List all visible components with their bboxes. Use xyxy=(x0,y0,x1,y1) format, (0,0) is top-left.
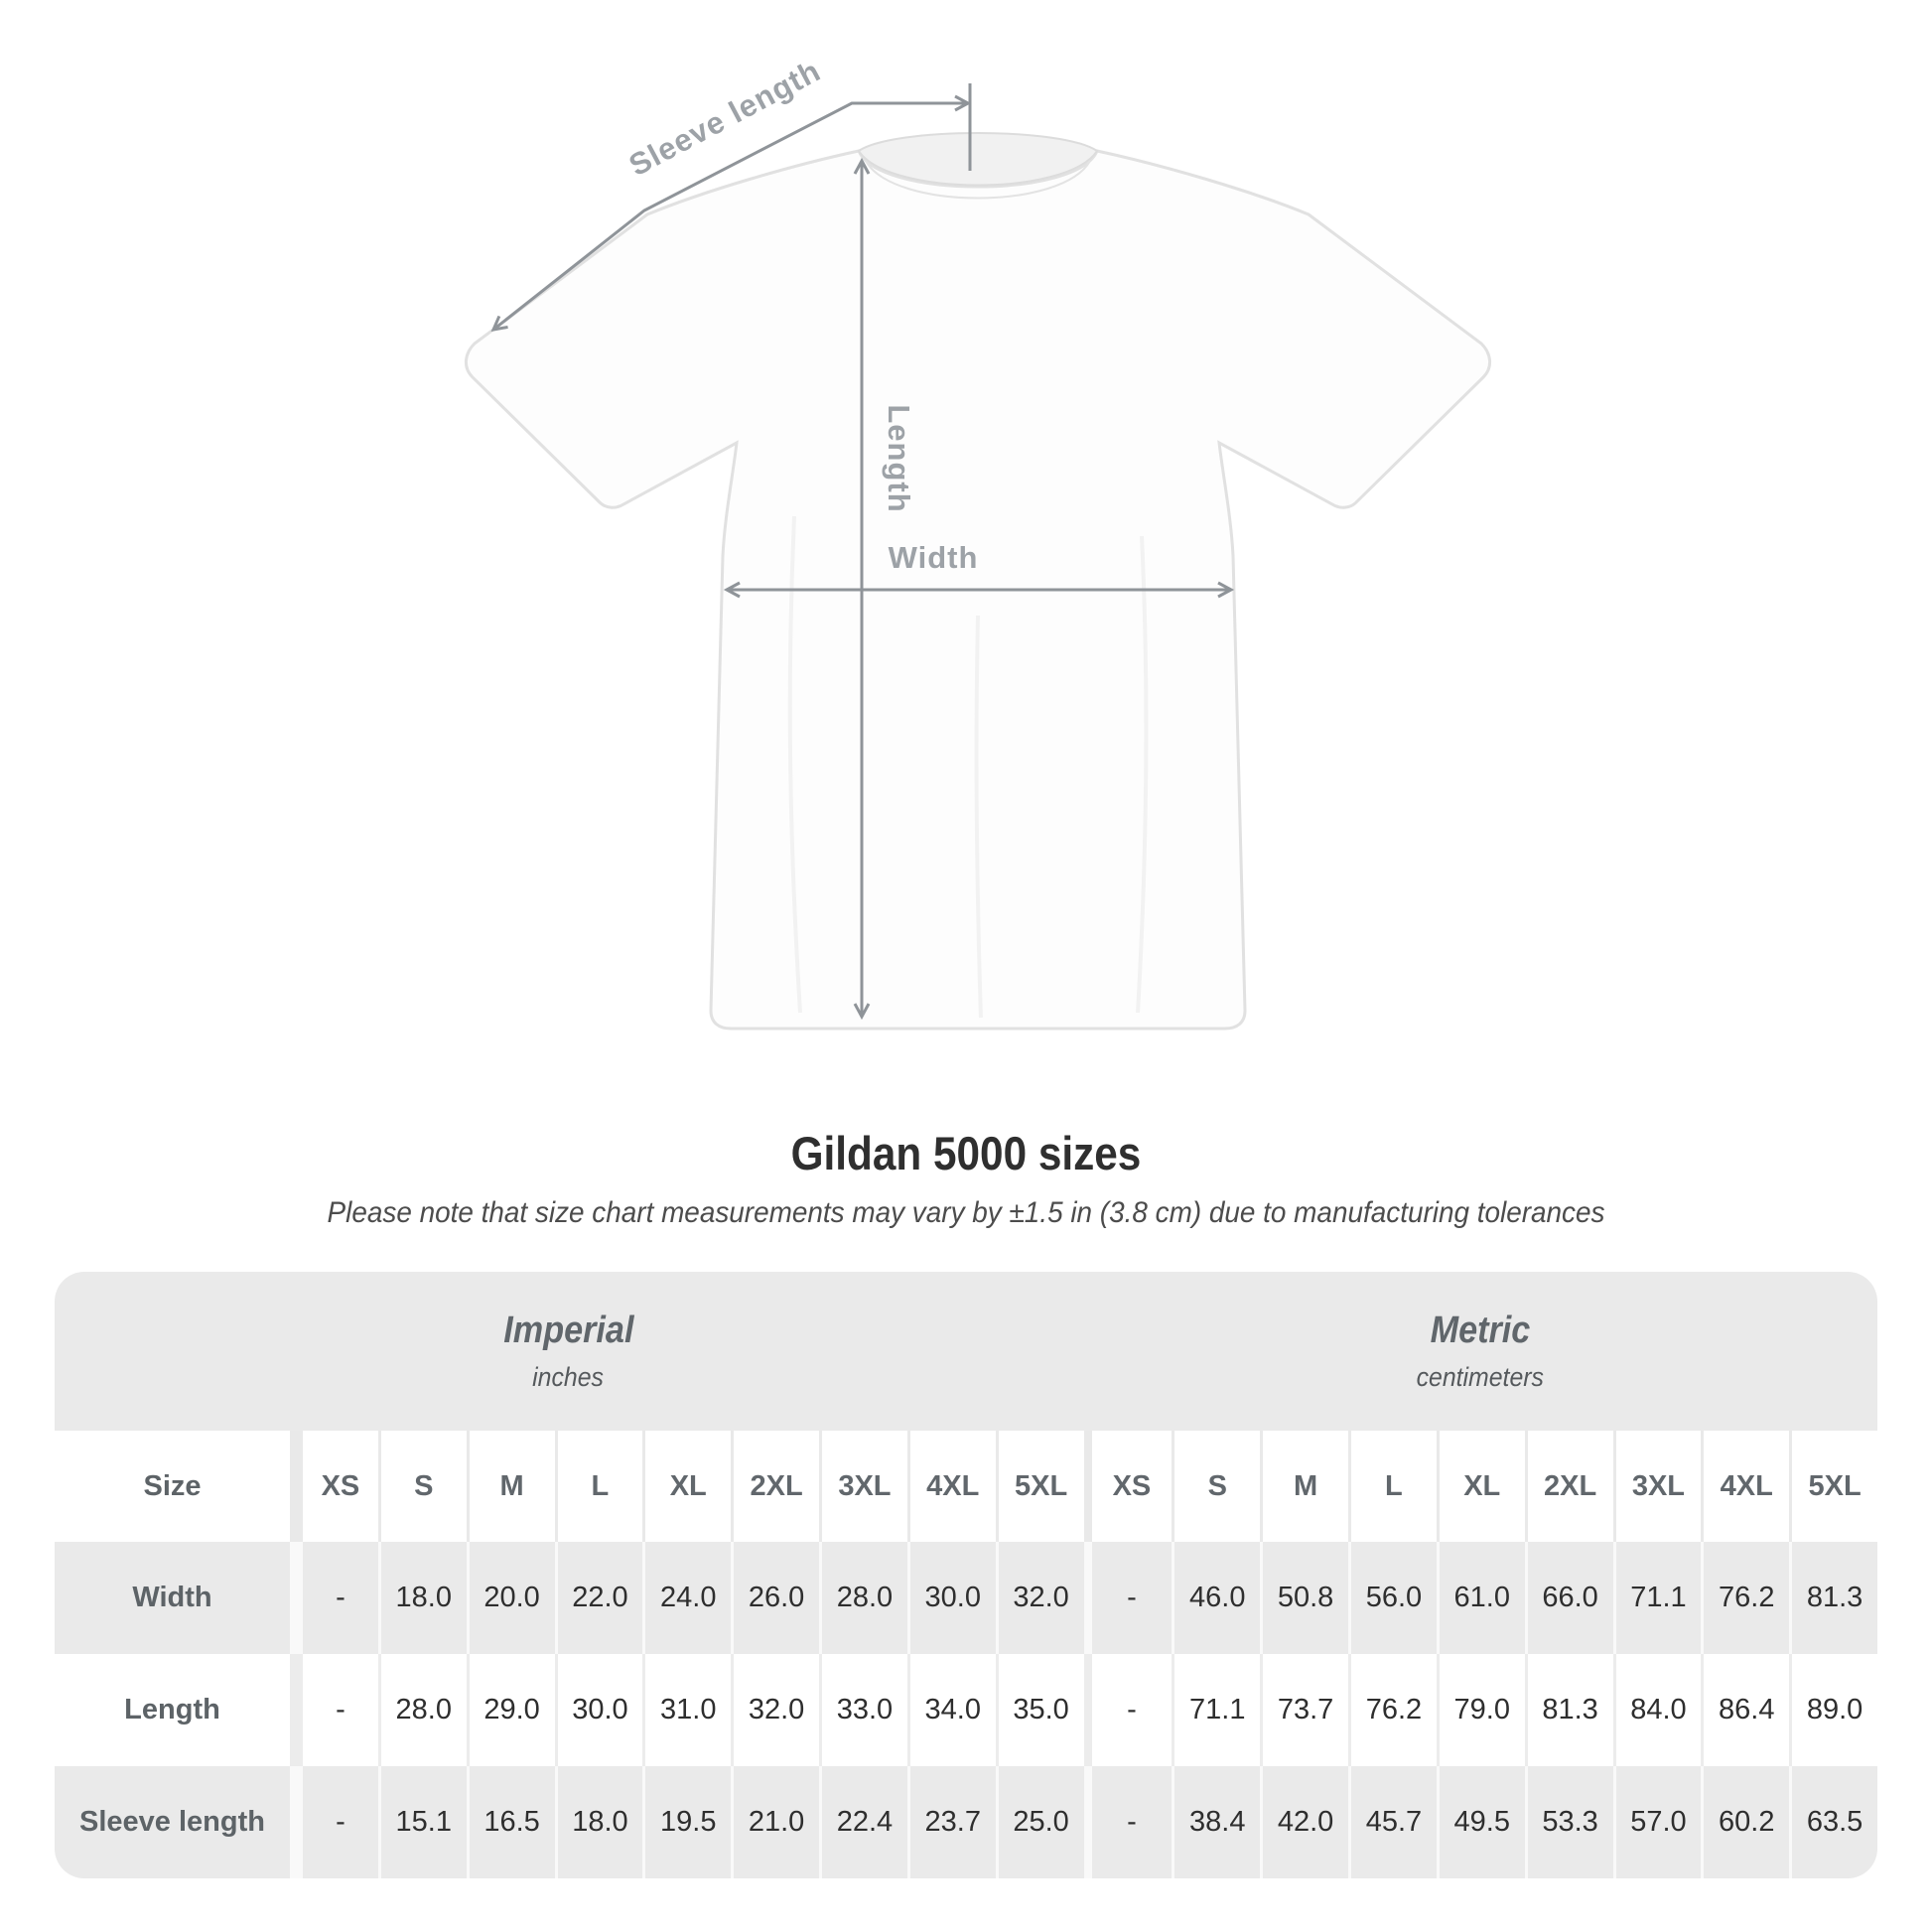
value-cell: 32.0 xyxy=(995,1542,1084,1654)
value-cell: 30.0 xyxy=(906,1542,996,1654)
value-cell: 42.0 xyxy=(1260,1766,1348,1878)
size-col-header: 4XL xyxy=(1701,1431,1789,1542)
value-cell: 33.0 xyxy=(819,1654,907,1766)
value-cell: 22.4 xyxy=(819,1766,907,1878)
value-cell: 84.0 xyxy=(1612,1654,1702,1766)
size-col-header: 4XL xyxy=(906,1431,996,1542)
metric-title: Metric xyxy=(1430,1310,1530,1351)
value-cell: 60.2 xyxy=(1701,1766,1789,1878)
value-cell: 45.7 xyxy=(1348,1766,1437,1878)
value-cell: 23.7 xyxy=(906,1766,996,1878)
value-cell: 56.0 xyxy=(1348,1542,1437,1654)
unit-band: Imperial inches Metric centimeters xyxy=(55,1272,1877,1431)
value-cell: - xyxy=(1083,1654,1173,1766)
size-col-header: S xyxy=(377,1431,467,1542)
value-cell: 21.0 xyxy=(731,1766,819,1878)
value-cell: 24.0 xyxy=(642,1542,731,1654)
value-cell: 71.1 xyxy=(1612,1542,1702,1654)
length-row: Length -28.0 29.0 30.0 31.0 32.0 33.0 34.0 35.0… xyxy=(55,1654,1877,1766)
value-cell: - xyxy=(290,1654,378,1766)
value-cell: 16.5 xyxy=(466,1766,555,1878)
value-cell: 81.3 xyxy=(1789,1542,1877,1654)
length-label: Length xyxy=(882,404,916,512)
value-cell: 38.4 xyxy=(1172,1766,1260,1878)
width-row: Width -18.0 20.0 22.0 24.0 26.0 28.0 30.0 32.0-… xyxy=(55,1542,1877,1654)
tshirt-measurement-diagram: Sleeve length Length Width xyxy=(465,53,1491,1031)
value-cell: 18.0 xyxy=(377,1542,467,1654)
size-col-header: 5XL xyxy=(995,1431,1084,1542)
value-cell: 29.0 xyxy=(466,1654,555,1766)
value-cell: 20.0 xyxy=(466,1542,555,1654)
value-cell: 61.0 xyxy=(1436,1542,1525,1654)
size-col-header: XS xyxy=(290,1431,378,1542)
sleeve-length-arrow xyxy=(490,94,972,332)
value-cell: 57.0 xyxy=(1612,1766,1702,1878)
value-cell: 28.0 xyxy=(377,1654,467,1766)
metric-unit-header: Metric centimeters xyxy=(1082,1272,1877,1431)
measurement-arrows xyxy=(490,83,1235,1021)
value-cell: 81.3 xyxy=(1524,1654,1613,1766)
sleeve-length-label: Sleeve length xyxy=(623,53,826,183)
size-col-header: XS xyxy=(1083,1431,1173,1542)
value-cell: 53.3 xyxy=(1524,1766,1613,1878)
value-cell: 19.5 xyxy=(642,1766,731,1878)
size-col-header: 3XL xyxy=(819,1431,907,1542)
size-col-header: M xyxy=(466,1431,555,1542)
size-col-header: L xyxy=(1348,1431,1437,1542)
row-label: Width xyxy=(132,1582,212,1613)
size-col-header: XL xyxy=(1436,1431,1525,1542)
value-cell: 34.0 xyxy=(906,1654,996,1766)
page-title: Gildan 5000 sizes xyxy=(790,1127,1142,1179)
size-col-header: 2XL xyxy=(731,1431,819,1542)
size-col-header: S xyxy=(1172,1431,1260,1542)
value-cell: 76.2 xyxy=(1701,1542,1789,1654)
value-cell: 71.1 xyxy=(1172,1654,1260,1766)
value-cell: 50.8 xyxy=(1260,1542,1348,1654)
size-col-header: 2XL xyxy=(1524,1431,1613,1542)
value-cell: 32.0 xyxy=(731,1654,819,1766)
size-table: Imperial inches Metric centimeters Size … xyxy=(55,1272,1877,1878)
value-cell: 63.5 xyxy=(1789,1766,1877,1878)
size-header-row: Size XS S M L XL 2XL 3XL 4XL 5XL XS S M L XL 2XL 3XL 4XL… xyxy=(55,1431,1877,1542)
value-cell: - xyxy=(1083,1766,1173,1878)
size-col-header: 3XL xyxy=(1612,1431,1702,1542)
value-cell: 86.4 xyxy=(1701,1654,1789,1766)
value-cell: 46.0 xyxy=(1172,1542,1260,1654)
imperial-unit: inches xyxy=(532,1362,605,1392)
imperial-unit-header: Imperial inches xyxy=(55,1272,1082,1431)
row-label: Sleeve length xyxy=(79,1806,265,1838)
size-col-header: M xyxy=(1260,1431,1348,1542)
value-cell: 28.0 xyxy=(819,1542,907,1654)
tshirt-illustration xyxy=(465,132,1491,1031)
size-column-label: Size xyxy=(143,1469,202,1502)
metric-unit: centimeters xyxy=(1416,1362,1544,1392)
value-cell: 31.0 xyxy=(642,1654,731,1766)
size-col-header: 5XL xyxy=(1789,1431,1877,1542)
value-cell: 35.0 xyxy=(995,1654,1084,1766)
value-cell: - xyxy=(1083,1542,1173,1654)
value-cell: 30.0 xyxy=(554,1654,643,1766)
value-cell: 25.0 xyxy=(995,1766,1084,1878)
size-col-header: XL xyxy=(642,1431,731,1542)
value-cell: 15.1 xyxy=(377,1766,467,1878)
value-cell: 79.0 xyxy=(1436,1654,1525,1766)
tshirt-diagram-svg: Sleeve length Length Width xyxy=(465,53,1491,1031)
value-cell: - xyxy=(290,1542,378,1654)
tolerance-note: Please note that size chart measurements… xyxy=(327,1196,1605,1229)
row-label: Length xyxy=(124,1694,220,1725)
value-cell: - xyxy=(290,1766,378,1878)
size-col-header: L xyxy=(554,1431,643,1542)
value-cell: 76.2 xyxy=(1348,1654,1437,1766)
value-cell: 22.0 xyxy=(554,1542,643,1654)
width-label: Width xyxy=(889,540,979,575)
imperial-title: Imperial xyxy=(502,1310,634,1351)
value-cell: 26.0 xyxy=(731,1542,819,1654)
value-cell: 73.7 xyxy=(1260,1654,1348,1766)
sleeve-length-row: Sleeve length -15.1 16.5 18.0 19.5 21.0 22.4 2… xyxy=(55,1766,1877,1878)
value-cell: 66.0 xyxy=(1524,1542,1613,1654)
value-cell: 89.0 xyxy=(1789,1654,1877,1766)
value-cell: 18.0 xyxy=(554,1766,643,1878)
value-cell: 49.5 xyxy=(1436,1766,1525,1878)
